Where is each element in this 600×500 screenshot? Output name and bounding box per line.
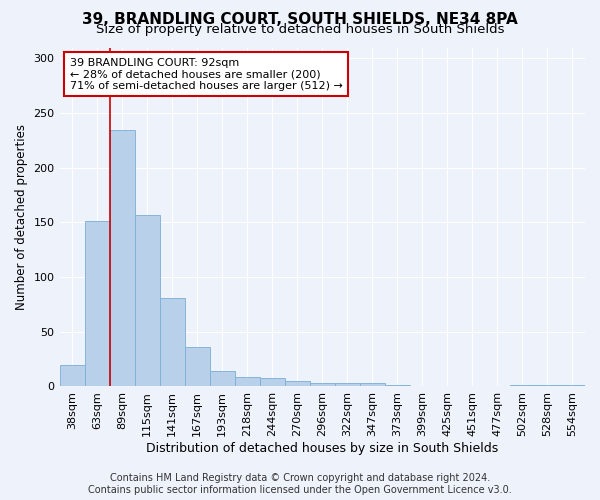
Text: 39, BRANDLING COURT, SOUTH SHIELDS, NE34 8PA: 39, BRANDLING COURT, SOUTH SHIELDS, NE34… — [82, 12, 518, 28]
Bar — [185, 347, 209, 387]
Bar — [59, 364, 85, 386]
Bar — [110, 130, 134, 386]
Text: 39 BRANDLING COURT: 92sqm
← 28% of detached houses are smaller (200)
71% of semi: 39 BRANDLING COURT: 92sqm ← 28% of detac… — [70, 58, 343, 91]
Text: Contains HM Land Registry data © Crown copyright and database right 2024.
Contai: Contains HM Land Registry data © Crown c… — [88, 474, 512, 495]
Bar — [360, 383, 385, 386]
Bar — [260, 378, 285, 386]
Bar — [285, 381, 310, 386]
Bar — [209, 371, 235, 386]
Bar — [134, 215, 160, 386]
Text: Size of property relative to detached houses in South Shields: Size of property relative to detached ho… — [96, 22, 504, 36]
Bar — [85, 222, 110, 386]
Bar — [335, 383, 360, 386]
Bar — [310, 383, 335, 386]
Bar — [235, 376, 260, 386]
Y-axis label: Number of detached properties: Number of detached properties — [15, 124, 28, 310]
Bar — [160, 298, 185, 386]
X-axis label: Distribution of detached houses by size in South Shields: Distribution of detached houses by size … — [146, 442, 499, 455]
